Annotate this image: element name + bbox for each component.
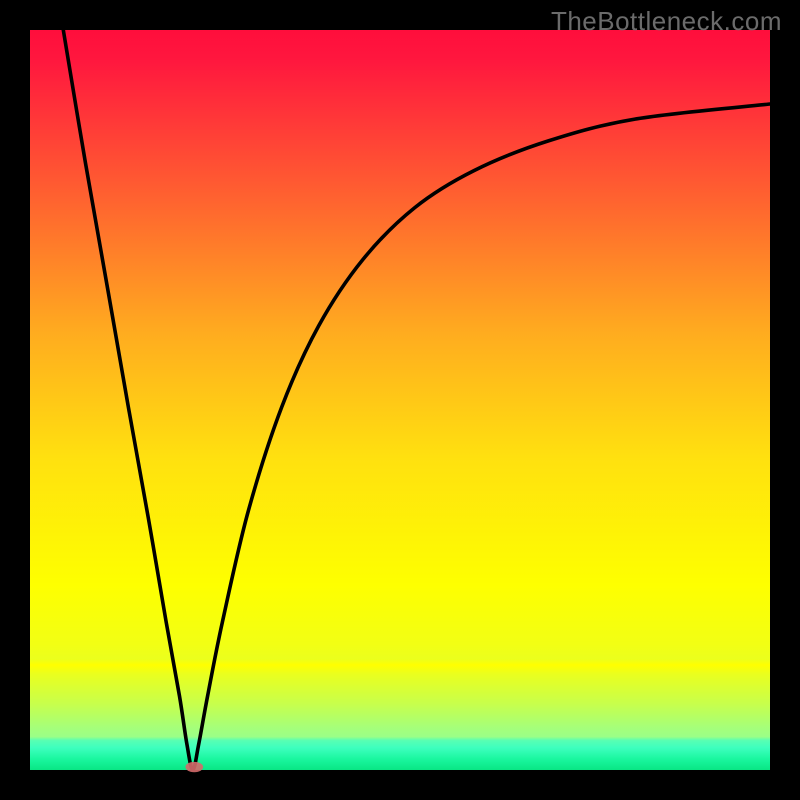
vertex-marker: [185, 762, 203, 772]
watermark-text: TheBottleneck.com: [551, 6, 782, 37]
chart-background: [30, 30, 770, 770]
bottleneck-chart: [0, 0, 800, 800]
chart-container: TheBottleneck.com: [0, 0, 800, 800]
